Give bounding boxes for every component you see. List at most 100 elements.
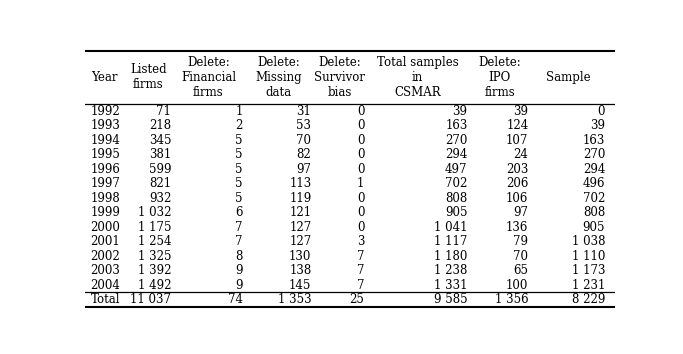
Text: 136: 136	[506, 221, 529, 234]
Text: Total: Total	[91, 293, 120, 306]
Text: 0: 0	[357, 119, 364, 132]
Text: 1 331: 1 331	[434, 279, 468, 292]
Text: 79: 79	[514, 235, 529, 248]
Text: 1 173: 1 173	[572, 264, 605, 277]
Text: 0: 0	[357, 148, 364, 161]
Text: 2: 2	[235, 119, 242, 132]
Text: 821: 821	[149, 177, 171, 190]
Text: 1 231: 1 231	[572, 279, 605, 292]
Text: 2003: 2003	[91, 264, 120, 277]
Text: 0: 0	[357, 133, 364, 147]
Text: 2000: 2000	[91, 221, 120, 234]
Text: 2001: 2001	[91, 235, 120, 248]
Text: 497: 497	[445, 162, 468, 176]
Text: 0: 0	[357, 206, 364, 219]
Text: 1 041: 1 041	[434, 221, 468, 234]
Text: 9: 9	[235, 264, 242, 277]
Text: 1 325: 1 325	[138, 250, 171, 263]
Text: 218: 218	[149, 119, 171, 132]
Text: 0: 0	[357, 162, 364, 176]
Text: 808: 808	[445, 192, 468, 205]
Text: Sample: Sample	[546, 71, 591, 84]
Text: 496: 496	[583, 177, 605, 190]
Text: 127: 127	[289, 221, 311, 234]
Text: 138: 138	[289, 264, 311, 277]
Text: 808: 808	[583, 206, 605, 219]
Text: 5: 5	[235, 133, 242, 147]
Text: 0: 0	[357, 221, 364, 234]
Text: 7: 7	[357, 279, 364, 292]
Text: 145: 145	[289, 279, 311, 292]
Text: 1996: 1996	[91, 162, 120, 176]
Text: 345: 345	[149, 133, 171, 147]
Text: Year: Year	[91, 71, 117, 84]
Text: 107: 107	[506, 133, 529, 147]
Text: 599: 599	[149, 162, 171, 176]
Text: 1 392: 1 392	[138, 264, 171, 277]
Text: 1: 1	[235, 104, 242, 118]
Text: 2002: 2002	[91, 250, 120, 263]
Text: 8 229: 8 229	[572, 293, 605, 306]
Text: 65: 65	[514, 264, 529, 277]
Text: 0: 0	[598, 104, 605, 118]
Text: 702: 702	[445, 177, 468, 190]
Text: 163: 163	[583, 133, 605, 147]
Text: 100: 100	[506, 279, 529, 292]
Text: Listed
firms: Listed firms	[130, 63, 167, 91]
Text: 1 254: 1 254	[138, 235, 171, 248]
Text: 1994: 1994	[91, 133, 120, 147]
Text: 203: 203	[506, 162, 529, 176]
Text: 74: 74	[227, 293, 242, 306]
Text: Delete:
Survivor
bias: Delete: Survivor bias	[314, 56, 365, 99]
Text: 2004: 2004	[91, 279, 120, 292]
Text: 124: 124	[506, 119, 529, 132]
Text: 1 180: 1 180	[434, 250, 468, 263]
Text: 1: 1	[357, 177, 364, 190]
Text: 1999: 1999	[91, 206, 120, 219]
Text: 9: 9	[235, 279, 242, 292]
Text: 130: 130	[289, 250, 311, 263]
Text: 71: 71	[156, 104, 171, 118]
Text: 9 585: 9 585	[434, 293, 468, 306]
Text: 25: 25	[350, 293, 364, 306]
Text: 1 175: 1 175	[138, 221, 171, 234]
Text: 119: 119	[289, 192, 311, 205]
Text: 11 037: 11 037	[130, 293, 171, 306]
Text: 0: 0	[357, 104, 364, 118]
Text: 39: 39	[453, 104, 468, 118]
Text: 5: 5	[235, 192, 242, 205]
Text: 6: 6	[235, 206, 242, 219]
Text: 82: 82	[296, 148, 311, 161]
Text: 1 038: 1 038	[572, 235, 605, 248]
Text: 1 356: 1 356	[494, 293, 529, 306]
Text: Delete:
Financial
firms: Delete: Financial firms	[181, 56, 236, 99]
Text: 31: 31	[296, 104, 311, 118]
Text: 7: 7	[235, 235, 242, 248]
Text: 70: 70	[296, 133, 311, 147]
Text: 270: 270	[583, 148, 605, 161]
Text: 1 353: 1 353	[278, 293, 311, 306]
Text: 294: 294	[583, 162, 605, 176]
Text: 70: 70	[514, 250, 529, 263]
Text: 206: 206	[506, 177, 529, 190]
Text: 702: 702	[583, 192, 605, 205]
Text: 932: 932	[149, 192, 171, 205]
Text: 3: 3	[357, 235, 364, 248]
Text: 39: 39	[590, 119, 605, 132]
Text: 1 238: 1 238	[434, 264, 468, 277]
Text: 381: 381	[149, 148, 171, 161]
Text: Delete:
Missing
data: Delete: Missing data	[255, 56, 302, 99]
Text: 113: 113	[289, 177, 311, 190]
Text: 1 110: 1 110	[572, 250, 605, 263]
Text: 5: 5	[235, 162, 242, 176]
Text: Total samples
in
CSMAR: Total samples in CSMAR	[376, 56, 458, 99]
Text: 5: 5	[235, 177, 242, 190]
Text: 127: 127	[289, 235, 311, 248]
Text: 5: 5	[235, 148, 242, 161]
Text: 7: 7	[357, 250, 364, 263]
Text: 905: 905	[583, 221, 605, 234]
Text: 7: 7	[357, 264, 364, 277]
Text: 1998: 1998	[91, 192, 120, 205]
Text: 97: 97	[296, 162, 311, 176]
Text: 1997: 1997	[91, 177, 120, 190]
